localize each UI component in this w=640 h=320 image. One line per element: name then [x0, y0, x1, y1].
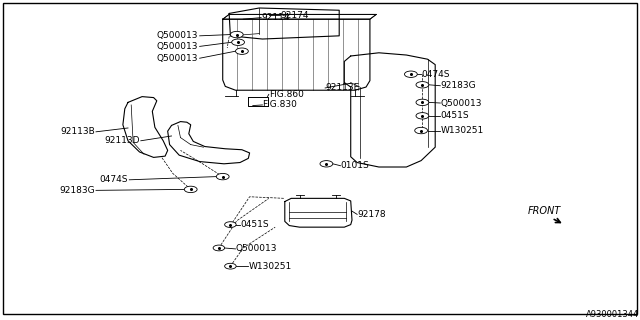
Circle shape [216, 173, 229, 180]
Circle shape [230, 31, 243, 38]
Text: 0451S: 0451S [240, 220, 269, 229]
Circle shape [320, 161, 333, 167]
Circle shape [415, 127, 428, 134]
Circle shape [225, 222, 236, 228]
Text: 92183G: 92183G [440, 81, 476, 90]
Text: FIG.830: FIG.830 [262, 100, 297, 109]
Text: Q500013: Q500013 [157, 54, 198, 63]
Circle shape [416, 82, 429, 88]
Text: 92113E: 92113E [325, 84, 360, 92]
Text: 92183G: 92183G [59, 186, 95, 195]
Text: Q500013: Q500013 [157, 42, 198, 51]
Circle shape [184, 186, 197, 193]
Circle shape [232, 39, 244, 45]
Circle shape [404, 71, 417, 77]
Text: FIG.860: FIG.860 [269, 90, 303, 99]
Circle shape [225, 263, 236, 269]
Circle shape [416, 113, 429, 119]
Text: 0101S: 0101S [340, 161, 369, 170]
Circle shape [236, 48, 248, 54]
Text: Q500013: Q500013 [236, 244, 277, 253]
Text: A930001344: A930001344 [586, 310, 639, 319]
Text: 0474S: 0474S [421, 70, 450, 79]
Circle shape [213, 245, 225, 251]
Text: 92113B: 92113B [60, 127, 95, 136]
Text: 0451S: 0451S [440, 111, 469, 120]
Text: 0474S: 0474S [99, 175, 128, 184]
Text: 92113D: 92113D [104, 136, 140, 145]
Text: 92114: 92114 [261, 13, 290, 22]
Text: FRONT: FRONT [527, 206, 561, 216]
Text: Q500013: Q500013 [157, 31, 198, 40]
Text: Q500013: Q500013 [440, 99, 482, 108]
Circle shape [416, 99, 429, 106]
Text: W130251: W130251 [440, 126, 484, 135]
Text: 92178: 92178 [357, 210, 386, 219]
Text: W130251: W130251 [248, 262, 292, 271]
Text: 92174: 92174 [280, 11, 309, 20]
